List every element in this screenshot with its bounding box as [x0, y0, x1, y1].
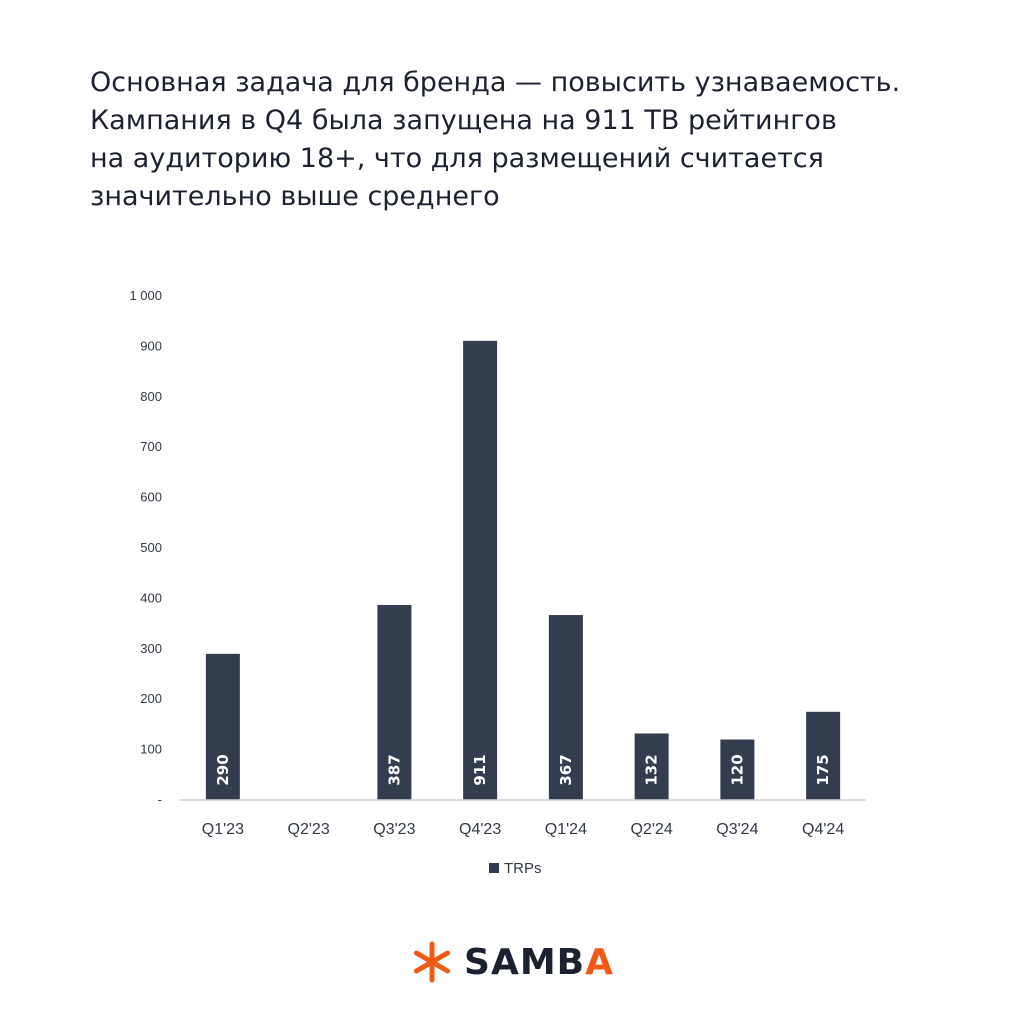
data-label: 367 — [557, 754, 575, 785]
x-category-label: Q1'23 — [202, 821, 244, 838]
y-tick-label: 500 — [140, 540, 162, 555]
x-category-label: Q1'24 — [545, 821, 587, 838]
bar — [377, 604, 412, 800]
data-label: 120 — [728, 754, 746, 785]
headline: Основная задача для бренда — повысить уз… — [90, 64, 970, 216]
headline-line-3: на аудиторию 18+, что для размещений счи… — [90, 143, 824, 174]
x-category-label: Q3'24 — [716, 821, 758, 838]
logo-wordmark: SAMBA — [464, 942, 614, 983]
y-tick-label: 400 — [140, 590, 162, 605]
x-category-label: Q3'23 — [373, 821, 415, 838]
y-tick-label: 200 — [140, 691, 162, 706]
headline-line-4: значительно выше среднего — [90, 181, 500, 212]
legend-swatch — [489, 863, 499, 873]
data-label: 175 — [814, 754, 832, 785]
x-category-label: Q2'23 — [288, 821, 330, 838]
bar — [205, 653, 240, 800]
y-tick-label: 700 — [140, 439, 162, 454]
headline-line-2: Кампания в Q4 была запущена на 911 ТВ ре… — [90, 105, 837, 136]
data-label: 290 — [214, 754, 232, 785]
bar — [634, 733, 669, 800]
y-tick-label: 100 — [140, 742, 162, 757]
bar — [720, 739, 755, 800]
legend-label: TRPs — [504, 860, 542, 877]
x-category-label: Q4'24 — [802, 821, 844, 838]
y-tick-label: 600 — [140, 490, 162, 505]
bar — [806, 711, 841, 800]
logo-text-main: SAMB — [464, 941, 586, 983]
x-category-label: Q4'23 — [459, 821, 501, 838]
data-label: 387 — [385, 754, 403, 785]
y-tick-label: 300 — [140, 641, 162, 656]
samba-logo: SAMBA — [0, 940, 1024, 984]
y-tick-label: 900 — [140, 338, 162, 353]
asterisk-logo-icon — [413, 941, 451, 983]
y-tick-label: 800 — [140, 389, 162, 404]
logo-text-last: A — [585, 941, 614, 983]
data-label: 132 — [643, 754, 661, 785]
bar — [548, 615, 583, 800]
bar — [463, 340, 498, 800]
y-tick-label: - — [158, 792, 162, 807]
y-tick-label: 1 000 — [129, 288, 162, 303]
headline-line-1: Основная задача для бренда — повысить уз… — [90, 67, 901, 98]
data-label: 911 — [471, 754, 489, 785]
x-category-label: Q2'24 — [631, 821, 673, 838]
